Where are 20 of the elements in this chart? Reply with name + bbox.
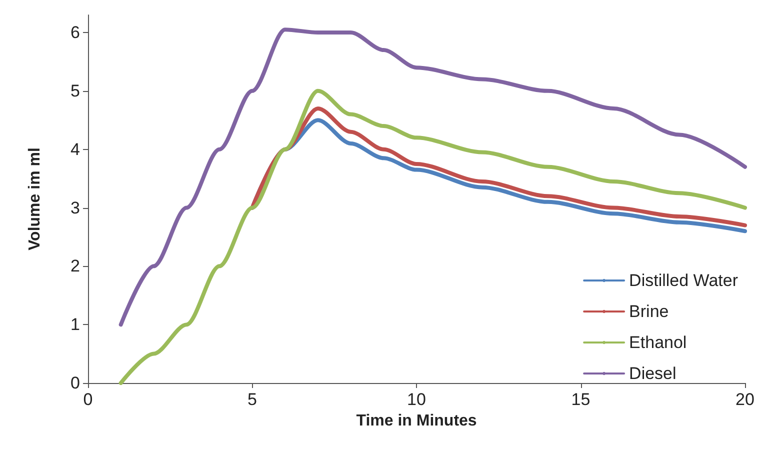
line-series <box>118 28 747 327</box>
x-tick-label: 15 <box>571 390 590 409</box>
y-axis-title: Volume im ml <box>26 148 44 250</box>
line-series <box>118 88 747 385</box>
legend-label: Distilled Water <box>629 271 738 290</box>
x-tick-label: 10 <box>407 390 426 409</box>
y-tick-label: 6 <box>70 23 80 42</box>
y-tick-label: 3 <box>70 198 80 218</box>
y-tick-label: 0 <box>70 374 80 392</box>
legend-label: Brine <box>629 302 669 321</box>
y-tick-label: 4 <box>70 140 80 159</box>
x-tick-label: 0 <box>83 390 93 409</box>
y-tick-label: 1 <box>70 315 80 334</box>
y-tick-label: 5 <box>70 81 80 100</box>
legend-label: Ethanol <box>629 333 687 352</box>
x-tick-label: 5 <box>248 390 257 409</box>
y-tick-label: 2 <box>70 256 80 276</box>
x-axis-title: Time in Minutes <box>356 412 477 430</box>
legend-label: Diesel <box>629 364 676 383</box>
x-tick-label: 20 <box>736 390 754 409</box>
